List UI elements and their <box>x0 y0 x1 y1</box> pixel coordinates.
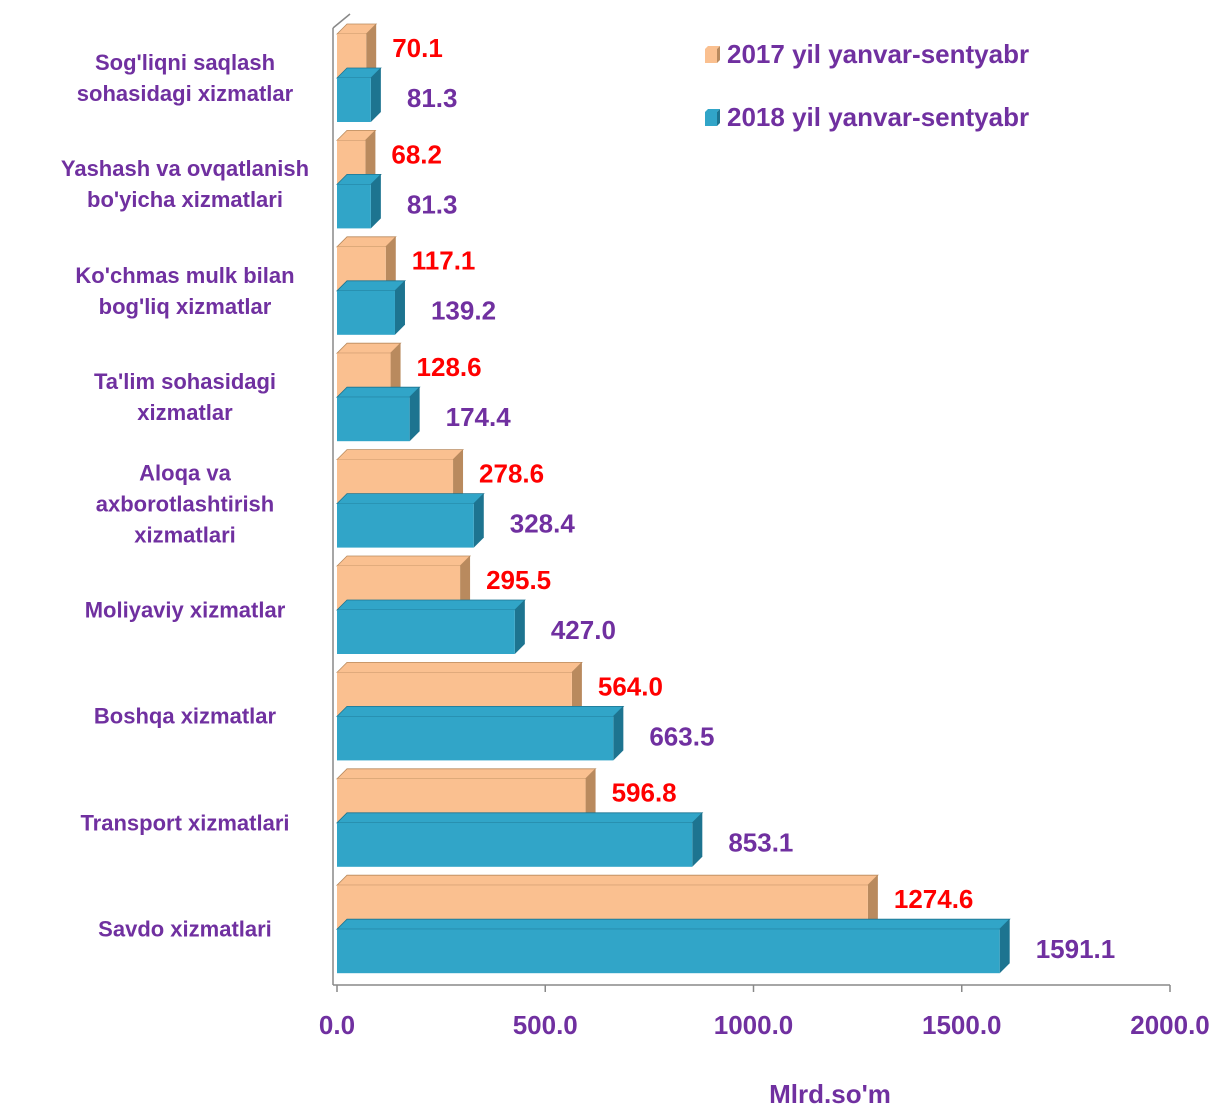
data-label: 427.0 <box>551 615 616 645</box>
bar-side <box>390 343 401 398</box>
bar-side <box>473 493 484 548</box>
bar <box>337 184 371 229</box>
bar-side <box>460 556 471 610</box>
data-label: 117.1 <box>412 246 476 276</box>
bar-side <box>867 875 878 930</box>
data-label: 70.1 <box>392 33 443 63</box>
bar <box>337 822 693 867</box>
x-axis-label: Mlrd.so'm <box>769 1079 891 1106</box>
data-label: 139.2 <box>431 296 496 326</box>
bar-side <box>409 387 420 442</box>
bar-side <box>394 280 405 335</box>
legend-swatch-side <box>717 46 720 63</box>
bar-top <box>336 236 397 248</box>
bar-top <box>336 768 597 780</box>
y-tick-label: Aloqa va axborotlashtirish xizmatlari <box>95 460 275 548</box>
data-label: 278.6 <box>479 458 544 488</box>
data-label: 564.0 <box>598 671 663 701</box>
x-tick-label: 1500.0 <box>922 1010 1002 1040</box>
data-label: 174.4 <box>446 402 512 432</box>
bar-side <box>613 706 624 761</box>
x-tick-label: 0.0 <box>319 1010 355 1040</box>
y-tick-label: Boshqa xizmatlar <box>93 703 277 729</box>
bar-side <box>585 768 596 823</box>
bar <box>337 503 474 548</box>
legend-swatch <box>705 49 717 63</box>
bar <box>337 397 410 442</box>
bar-top <box>336 555 472 567</box>
bar-side <box>385 236 396 291</box>
bar <box>337 78 371 122</box>
data-label: 1274.6 <box>894 884 974 914</box>
x-tick-label: 1000.0 <box>714 1010 794 1040</box>
data-label: 68.2 <box>391 139 442 169</box>
axis-wall-edge <box>332 13 351 29</box>
y-tick-label: Sog'liqni saqlash sohasidagi xizmatlar <box>76 50 294 106</box>
bar <box>337 929 1000 974</box>
bar-top <box>336 874 879 886</box>
y-tick-label: Yashash va ovqatlanish bo'yicha xizmatla… <box>60 156 310 213</box>
y-tick-label: Savdo xizmatlari <box>98 916 272 942</box>
x-tick-label: 500.0 <box>513 1010 578 1040</box>
legend-label: 2018 yil yanvar-sentyabr <box>727 102 1029 132</box>
bar-side <box>453 449 464 504</box>
y-tick-label: Moliyaviy xizmatlar <box>84 597 286 623</box>
legend-label: 2017 yil yanvar-sentyabr <box>727 39 1029 69</box>
bar-top <box>336 812 704 824</box>
bar <box>337 716 614 761</box>
legend-swatch-top <box>705 109 720 112</box>
y-tick-label: Ko'chmas mulk bilan bog'liq xizmatlar <box>75 262 295 319</box>
legend-swatch <box>705 112 717 126</box>
bar-side <box>571 662 582 717</box>
bar-top <box>336 662 583 673</box>
x-tick-label: 2000.0 <box>1130 1010 1210 1040</box>
data-label: 81.3 <box>407 83 458 113</box>
data-label: 128.6 <box>417 352 482 382</box>
bar-top <box>336 342 402 354</box>
bar-top <box>336 599 526 611</box>
bar-side <box>370 68 381 122</box>
data-label: 328.4 <box>510 508 576 538</box>
data-label: 663.5 <box>649 721 714 751</box>
bar-top <box>336 706 625 717</box>
bar-side <box>366 24 377 78</box>
legend-swatch-side <box>717 109 720 126</box>
bar-top <box>336 918 1011 930</box>
bar <box>337 610 515 654</box>
bar-side <box>365 130 376 185</box>
data-label: 596.8 <box>612 778 677 808</box>
bar-side <box>999 919 1010 974</box>
data-label: 853.1 <box>728 828 793 858</box>
y-tick-label: Transport xizmatlari <box>80 810 290 836</box>
bar-side <box>514 600 525 654</box>
y-tick-label: Ta'lim sohasidagi xizmatlar <box>93 369 277 426</box>
data-label: 81.3 <box>407 189 458 219</box>
data-label: 295.5 <box>486 565 551 595</box>
bar <box>337 290 395 335</box>
data-label: 1591.1 <box>1036 934 1116 964</box>
bar-side <box>692 812 703 867</box>
legend-swatch-top <box>705 46 720 49</box>
bar-side <box>370 174 381 229</box>
